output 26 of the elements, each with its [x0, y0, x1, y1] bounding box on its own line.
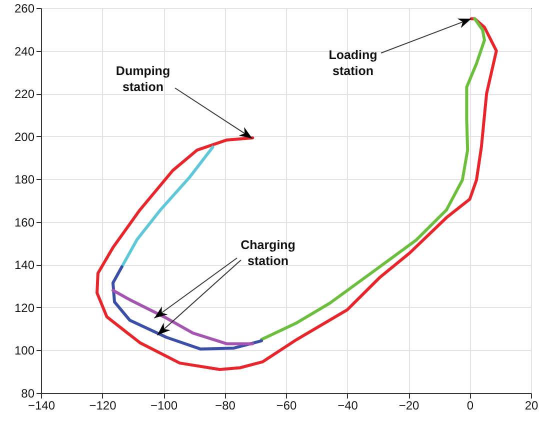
- y-tick-label: 100: [14, 344, 35, 358]
- x-tick-label: −140: [28, 398, 56, 412]
- annotation: Charging station: [240, 238, 296, 268]
- y-tick-label: 80: [21, 386, 35, 400]
- y-tick-label: 180: [14, 172, 35, 187]
- x-tick-label: −100: [150, 398, 178, 412]
- y-tick-label: 260: [14, 2, 35, 16]
- x-tick-label: 20: [524, 398, 538, 412]
- y-tick-label: 160: [14, 215, 35, 230]
- y-tick-label: 220: [14, 87, 35, 102]
- y-tick-label: 140: [14, 258, 35, 272]
- x-tick-label: −120: [89, 398, 117, 412]
- line-series: [120, 146, 214, 268]
- annotation: Dumping station: [116, 64, 170, 94]
- y-tick-label: 120: [14, 300, 35, 315]
- line-series: [96, 17, 498, 371]
- x-tick-label: −80: [215, 398, 236, 412]
- line-series: [111, 288, 254, 346]
- y-tick-label: 240: [14, 44, 35, 58]
- y-tick-label: 200: [14, 130, 35, 144]
- x-tick-label: −40: [338, 398, 358, 412]
- line-series: [111, 265, 263, 350]
- x-tick-label: 0: [466, 398, 474, 412]
- annotation: Loading station: [328, 48, 378, 78]
- x-tick-label: −60: [276, 398, 297, 412]
- x-tick-label: −20: [398, 398, 420, 412]
